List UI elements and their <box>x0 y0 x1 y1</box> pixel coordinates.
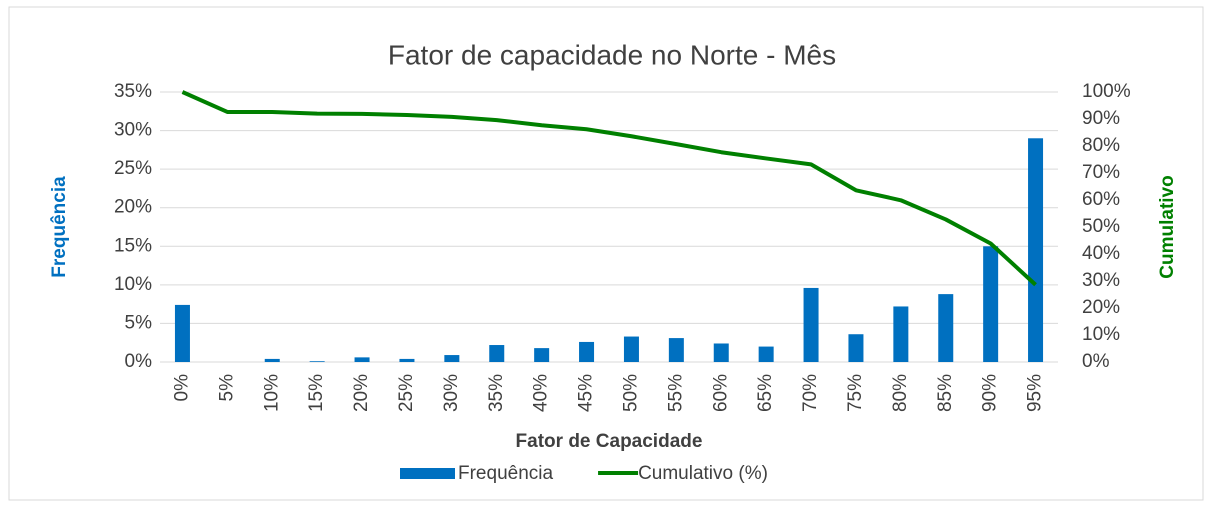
x-tick-label: 50% <box>620 374 641 412</box>
x-tick-label: 40% <box>531 374 552 412</box>
y-tick-label: 30% <box>114 120 152 141</box>
y2-tick-label: 0% <box>1082 351 1110 372</box>
bar <box>444 355 460 362</box>
bar <box>354 357 370 362</box>
y2-tick-label: 10% <box>1082 324 1120 345</box>
bar <box>938 294 954 362</box>
legend-label: Frequência <box>458 463 553 484</box>
y-tick-label: 20% <box>114 197 152 218</box>
y-tick-label: 5% <box>125 312 153 333</box>
bar <box>489 345 505 362</box>
bar <box>803 287 819 362</box>
bar <box>264 358 280 362</box>
bar <box>713 343 729 362</box>
bar <box>848 334 864 362</box>
legend-swatch <box>400 468 455 479</box>
y2-tick-label: 40% <box>1082 243 1120 264</box>
y2-axis-title: Cumulativo <box>1157 175 1178 278</box>
x-tick-label: 0% <box>171 374 192 402</box>
bar <box>534 348 550 362</box>
x-tick-label: 85% <box>935 374 956 412</box>
x-tick-label: 55% <box>665 374 686 412</box>
y2-tick-label: 100% <box>1082 81 1131 102</box>
bar <box>623 336 639 362</box>
x-tick-label: 30% <box>441 374 462 412</box>
bar <box>399 358 415 362</box>
x-tick-label: 5% <box>216 374 237 402</box>
line <box>181 90 1037 287</box>
bar <box>893 306 909 362</box>
x-tick-label: 45% <box>576 374 597 412</box>
y2-tick-label: 50% <box>1082 216 1120 237</box>
y2-tick-label: 80% <box>1082 135 1120 156</box>
x-tick-label: 10% <box>261 374 282 412</box>
x-tick-label: 70% <box>800 374 821 412</box>
bar <box>579 341 595 362</box>
x-tick-label: 20% <box>351 374 372 412</box>
bar <box>983 246 999 362</box>
bar <box>174 304 190 362</box>
x-tick-label: 25% <box>396 374 417 412</box>
x-tick-label: 60% <box>710 374 731 412</box>
x-tick-label: 90% <box>980 374 1001 412</box>
y-axis-title: Frequência <box>49 176 70 278</box>
y2-tick-label: 60% <box>1082 189 1120 210</box>
y2-tick-label: 70% <box>1082 162 1120 183</box>
y-tick-label: 0% <box>125 351 153 372</box>
y-tick-label: 10% <box>114 274 152 295</box>
y-tick-label: 25% <box>114 158 152 179</box>
chart-title: Fator de capacidade no Norte - Mês <box>388 39 836 70</box>
x-tick-label: 95% <box>1025 374 1046 412</box>
x-tick-label: 80% <box>890 374 911 412</box>
bar <box>1028 138 1044 362</box>
x-tick-label: 15% <box>306 374 327 412</box>
y2-tick-label: 20% <box>1082 297 1120 318</box>
y-tick-label: 15% <box>114 235 152 256</box>
x-axis-title: Fator de Capacidade <box>516 431 703 452</box>
x-tick-label: 75% <box>845 374 866 412</box>
bar <box>758 346 774 362</box>
chart-border <box>8 6 1204 501</box>
legend-label: Cumulativo (%) <box>638 463 768 484</box>
x-tick-label: 35% <box>486 374 507 412</box>
y2-tick-label: 90% <box>1082 108 1120 129</box>
bar <box>668 338 684 362</box>
y-tick-label: 35% <box>114 81 152 102</box>
x-tick-label: 65% <box>755 374 776 412</box>
y2-tick-label: 30% <box>1082 270 1120 291</box>
bar <box>309 361 325 362</box>
